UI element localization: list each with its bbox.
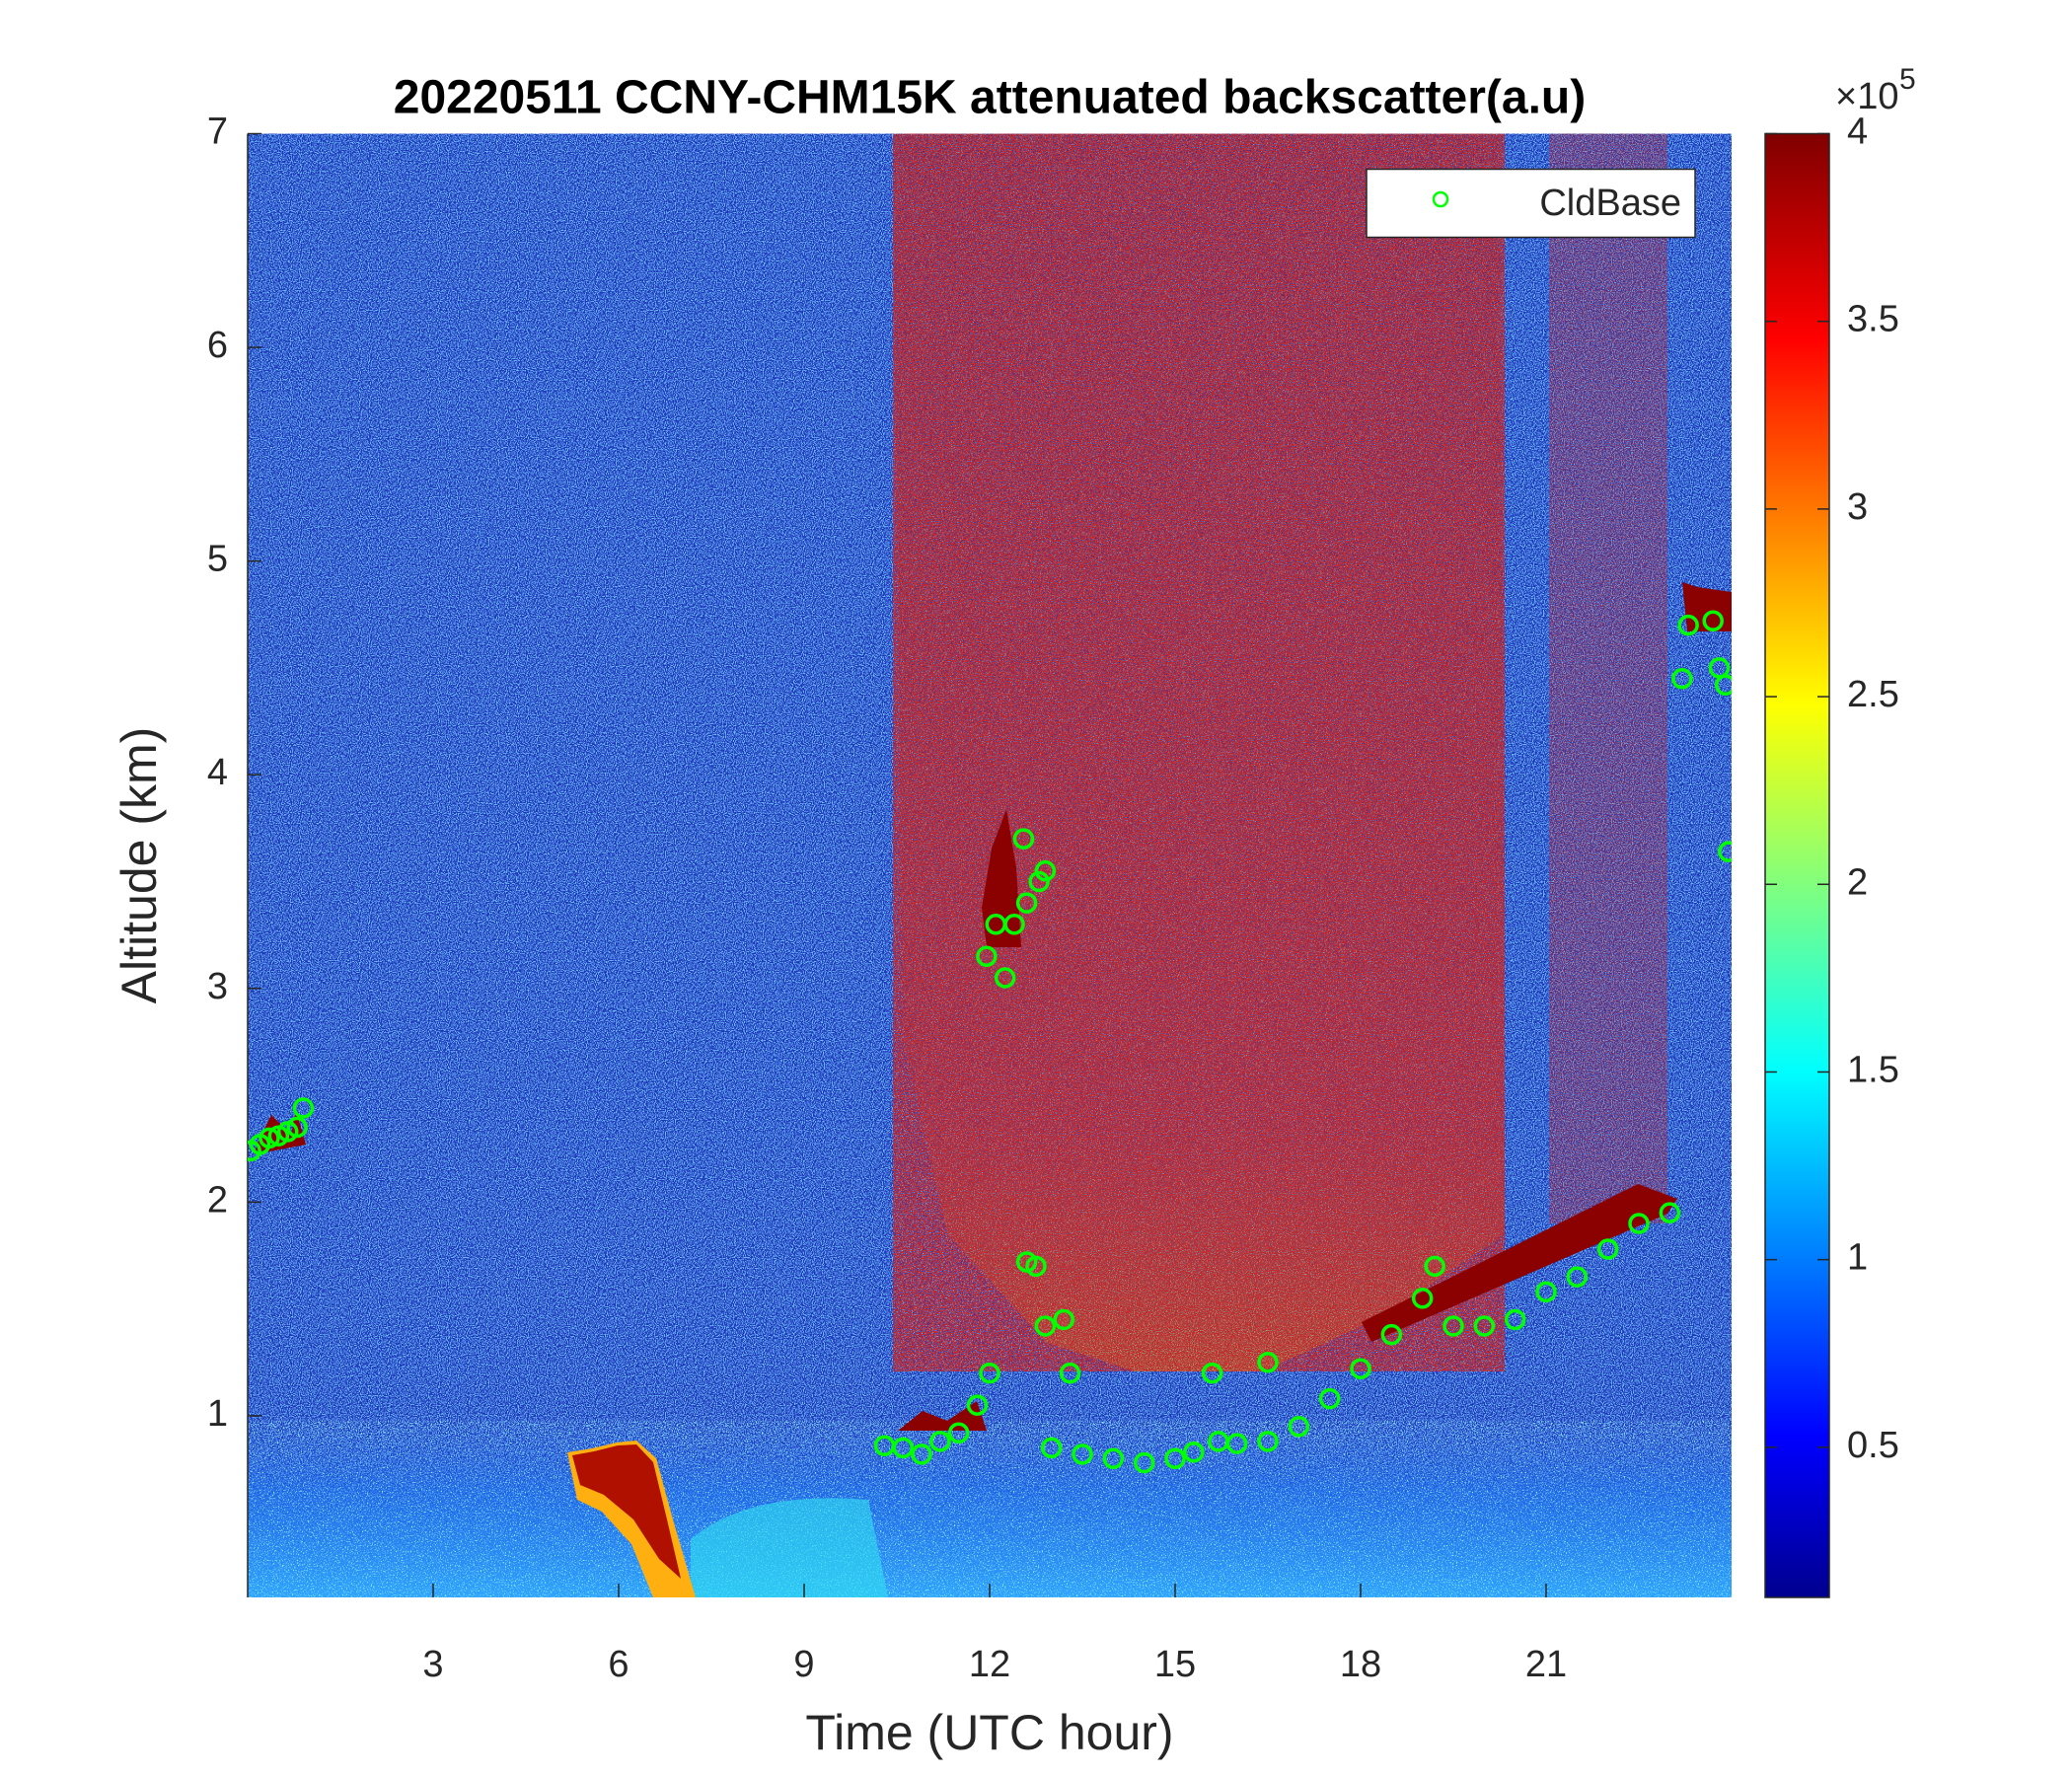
cloud-base-point bbox=[1201, 1362, 1223, 1384]
legend-label: CldBase bbox=[1539, 183, 1681, 224]
legend-marker bbox=[1432, 190, 1449, 208]
cloud-base-point bbox=[1671, 668, 1693, 690]
cloud-base-point bbox=[929, 1431, 951, 1452]
cloud-base-point bbox=[1015, 892, 1038, 914]
cloud-base-point bbox=[979, 1362, 1000, 1384]
cloud-base-point bbox=[911, 1443, 932, 1465]
cloud-base-point bbox=[1257, 1431, 1279, 1452]
x-tick-label: 15 bbox=[1154, 1644, 1196, 1685]
cloud-base-point bbox=[1028, 870, 1050, 893]
cloud-base-point bbox=[976, 945, 998, 968]
y-tick-label: 2 bbox=[207, 1179, 228, 1221]
cloud-base-point bbox=[1034, 1315, 1057, 1337]
cloud-base-point bbox=[1025, 1255, 1047, 1278]
cloud-base-point bbox=[947, 1422, 970, 1443]
cloud-base-point bbox=[1040, 1437, 1063, 1459]
x-tick-label: 12 bbox=[969, 1644, 1010, 1685]
y-tick-label: 1 bbox=[207, 1393, 228, 1435]
cloud-base-point bbox=[1102, 1447, 1125, 1469]
cloud-base-point bbox=[1225, 1433, 1248, 1454]
x-tick-label: 3 bbox=[422, 1644, 443, 1685]
x-tick-label: 9 bbox=[793, 1644, 814, 1685]
cloud-base-point bbox=[892, 1437, 915, 1459]
cloud-base-point bbox=[1718, 841, 1732, 862]
y-axis-label: Altitude (km) bbox=[111, 727, 167, 1004]
colorbar-tick-label: 0.5 bbox=[1847, 1425, 1899, 1466]
cloud-base-point bbox=[1424, 1255, 1445, 1278]
cloud-base-point bbox=[1257, 1352, 1279, 1373]
colorbar-tick-label: 2.5 bbox=[1847, 674, 1899, 715]
x-tick-label: 6 bbox=[608, 1644, 629, 1685]
cloud-base-point bbox=[1072, 1443, 1093, 1465]
cloud-base-point bbox=[1059, 1362, 1081, 1384]
cloud-base-point bbox=[259, 1127, 280, 1149]
cloud-base-point bbox=[1183, 1441, 1205, 1463]
legend-box bbox=[1366, 168, 1696, 239]
cloud-base-point bbox=[1380, 1323, 1403, 1346]
cloud-base-point bbox=[966, 1394, 989, 1416]
cloud-base-point bbox=[994, 967, 1016, 989]
y-tick-label: 5 bbox=[207, 539, 228, 580]
colorbar-exponent: 5 bbox=[1899, 63, 1916, 96]
y-tick-label: 4 bbox=[207, 752, 228, 793]
cloud-base-point bbox=[1504, 1308, 1526, 1331]
cloud-base-point bbox=[1473, 1315, 1496, 1337]
x-tick-label: 18 bbox=[1340, 1644, 1381, 1685]
colorbar-multiplier: ×10 bbox=[1835, 76, 1898, 117]
x-axis-label: Time (UTC hour) bbox=[805, 1705, 1173, 1760]
scatter-series bbox=[248, 610, 1732, 1474]
cloud-base-point bbox=[1628, 1213, 1650, 1234]
cloud-base-point bbox=[1702, 610, 1724, 632]
y-tick-label: 7 bbox=[207, 111, 228, 153]
colorbar bbox=[1764, 132, 1830, 1598]
colorbar-tick-label: 3.5 bbox=[1847, 299, 1899, 340]
cloud-base-point bbox=[1012, 828, 1035, 850]
colorbar-tick-label: 1 bbox=[1847, 1237, 1868, 1279]
cloud-base-point bbox=[1034, 859, 1057, 882]
cloud-base-point bbox=[292, 1097, 315, 1119]
cloud-base-point bbox=[1318, 1387, 1341, 1410]
cloud-base-point bbox=[1164, 1447, 1186, 1469]
cloud-base-point bbox=[1443, 1315, 1464, 1337]
cloud-base-point bbox=[1288, 1415, 1310, 1438]
chart-title: 20220511 CCNY-CHM15K attenuated backscat… bbox=[394, 72, 1586, 124]
cloud-base-point bbox=[1677, 614, 1699, 636]
cloud-base-point bbox=[1411, 1288, 1434, 1309]
cloud-base-point bbox=[1714, 674, 1732, 696]
y-tick-label: 6 bbox=[207, 325, 228, 366]
cloud-base-point bbox=[1350, 1358, 1371, 1380]
cloud-base-point bbox=[286, 1116, 308, 1139]
cloud-base-point bbox=[1566, 1266, 1589, 1288]
cloud-base-point bbox=[1053, 1308, 1074, 1331]
colorbar-tick-label: 4 bbox=[1847, 111, 1868, 153]
heatmap bbox=[248, 133, 1732, 1597]
colorbar-tick-label: 3 bbox=[1847, 486, 1868, 528]
cloud-base-point bbox=[1003, 914, 1025, 935]
colorbar-tick-label: 2 bbox=[1847, 861, 1868, 903]
colorbar-tick-label: 1.5 bbox=[1847, 1049, 1899, 1090]
x-tick-label: 21 bbox=[1525, 1644, 1567, 1685]
cloud-base-point bbox=[1596, 1238, 1619, 1260]
cloud-base-point bbox=[1133, 1451, 1155, 1474]
cloud-base-point bbox=[1535, 1281, 1557, 1303]
y-tick-label: 3 bbox=[207, 966, 228, 1007]
cloud-base-point bbox=[1659, 1202, 1681, 1223]
